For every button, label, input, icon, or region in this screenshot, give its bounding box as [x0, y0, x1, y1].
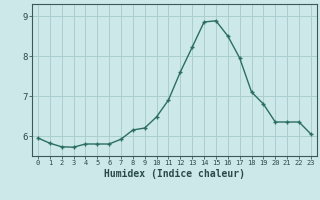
X-axis label: Humidex (Indice chaleur): Humidex (Indice chaleur)	[104, 169, 245, 179]
